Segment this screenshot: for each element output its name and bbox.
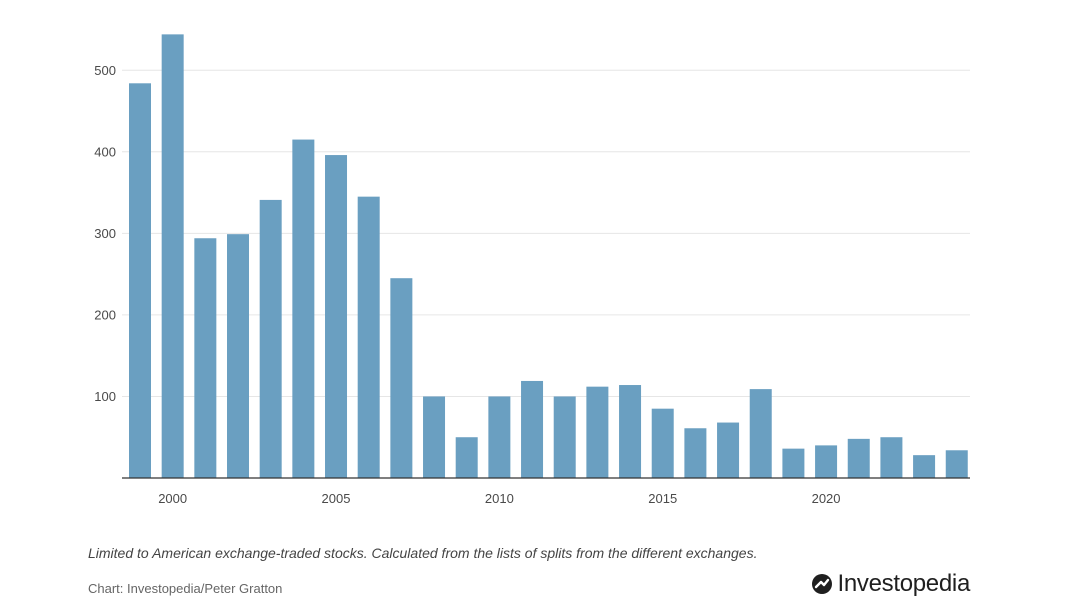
bar-2003	[259, 199, 282, 479]
x-tick-label: 2005	[322, 491, 351, 506]
bar-2022	[880, 437, 903, 478]
y-tick-label: 400	[94, 144, 116, 159]
x-tick-label: 2000	[158, 491, 187, 506]
bar-2006	[357, 196, 380, 478]
investopedia-logo-icon	[812, 574, 833, 594]
bar-2014	[619, 385, 642, 478]
bar-2002	[227, 234, 250, 478]
brand-name: Investopedia	[837, 570, 970, 597]
y-tick-label: 100	[94, 389, 116, 404]
bar-2011	[521, 380, 544, 478]
bar-2013	[586, 386, 609, 478]
chart-source: Chart: Investopedia/Peter Gratton	[88, 581, 283, 596]
bar-2019	[782, 448, 805, 478]
y-tick-label: 200	[94, 307, 116, 322]
bars	[129, 34, 968, 479]
bar-2005	[325, 155, 348, 478]
x-tick-label: 2020	[812, 491, 841, 506]
brand-logo: Investopedia	[811, 570, 970, 598]
bar-chart: 100 200 300 400 500 2000 2005 2010 2015 2020	[94, 34, 970, 506]
bar-2001	[194, 238, 217, 478]
bar-2000	[161, 34, 184, 478]
y-axis-tick-labels: 100 200 300 400 500	[94, 63, 116, 404]
bar-2024	[945, 450, 968, 478]
chart-note: Limited to American exchange-traded stoc…	[88, 545, 758, 561]
bar-2008	[423, 396, 446, 478]
bar-2018	[749, 389, 772, 478]
x-tick-label: 2010	[485, 491, 514, 506]
bar-2020	[815, 445, 838, 478]
bar-2017	[717, 422, 740, 478]
x-axis-tick-labels: 2000 2005 2010 2015 2020	[158, 491, 840, 506]
bar-2010	[488, 396, 511, 478]
y-tick-label: 300	[94, 226, 116, 241]
y-tick-label: 500	[94, 63, 116, 78]
bar-2012	[553, 396, 576, 478]
bar-2015	[651, 408, 674, 478]
bar-2007	[390, 278, 413, 478]
bar-1999	[129, 83, 151, 478]
gridlines	[122, 69, 970, 397]
bar-2021	[847, 438, 870, 478]
bar-2009	[455, 437, 478, 478]
x-tick-label: 2015	[648, 491, 677, 506]
bar-2004	[292, 139, 315, 478]
bar-2023	[913, 455, 936, 478]
bar-2016	[684, 428, 707, 478]
